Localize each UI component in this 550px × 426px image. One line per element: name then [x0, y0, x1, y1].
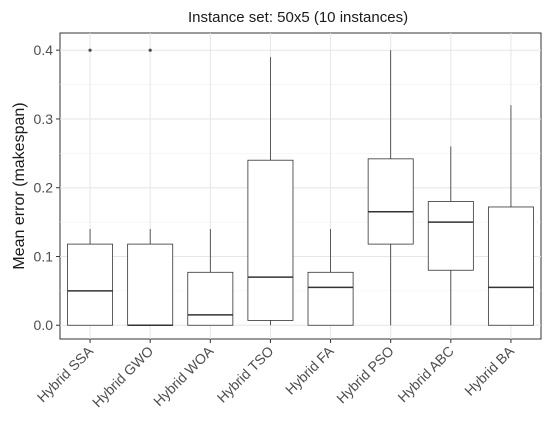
box-iqr	[247, 159, 294, 321]
y-tick-label: 0.3	[34, 111, 54, 127]
y-axis-ticks: 0.0 0.1 0.2 0.3 0.4	[34, 42, 60, 333]
x-tick-label: Hybrid GWO	[89, 343, 156, 410]
y-axis-label: Mean error (makespan)	[11, 102, 28, 269]
box-iqr	[127, 243, 174, 326]
x-tick-label: Hybrid ABC	[394, 343, 456, 405]
x-tick-label: Hybrid FA	[282, 342, 337, 397]
box-group-6	[427, 146, 474, 326]
outlier-point	[148, 48, 152, 52]
y-tick-label: 0.1	[34, 248, 54, 264]
box-group-0	[67, 48, 114, 326]
box-iqr	[487, 206, 534, 326]
y-tick-label: 0.2	[34, 180, 54, 196]
boxes-layer	[67, 48, 534, 326]
box-iqr	[187, 271, 234, 326]
x-tick-label: Hybrid SSA	[34, 342, 97, 405]
outlier-point	[88, 48, 92, 52]
plot-panel-border	[59, 32, 542, 340]
x-tick-label: Hybrid BA	[461, 342, 517, 398]
box-iqr	[427, 201, 474, 271]
box-group-5	[367, 50, 414, 326]
x-tick-label: Hybrid WOA	[150, 342, 217, 409]
box-group-4	[307, 228, 354, 326]
x-tick-label: Hybrid TSO	[214, 343, 277, 406]
box-iqr	[307, 271, 354, 326]
y-tick-label: 0.4	[34, 42, 54, 58]
box-group-3	[247, 57, 294, 326]
chart-title: Instance set: 50x5 (10 instances)	[188, 9, 408, 26]
box-iqr	[67, 243, 114, 326]
x-tick-label: Hybrid PSO	[333, 343, 397, 407]
box-group-1	[127, 48, 174, 326]
box-group-7	[487, 105, 534, 326]
y-tick-label: 0.0	[34, 317, 54, 333]
box-group-2	[187, 228, 234, 326]
box-iqr	[367, 158, 414, 245]
